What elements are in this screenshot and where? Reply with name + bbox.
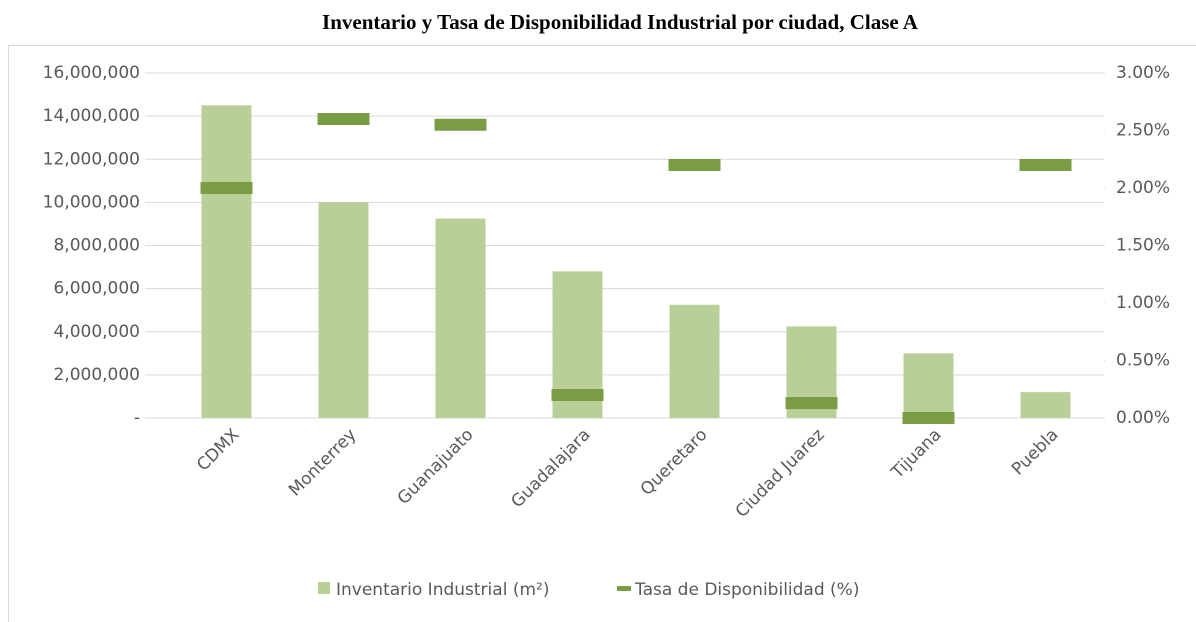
y2-tick-label: 1.00% (1116, 293, 1170, 313)
bar (201, 105, 252, 418)
bar (903, 353, 954, 418)
y2-tick-label: 0.50% (1116, 351, 1170, 371)
chart-title: Inventario y Tasa de Disponibilidad Indu… (322, 10, 919, 34)
marker (200, 182, 253, 194)
bar (435, 218, 486, 418)
marker (1019, 159, 1072, 171)
y2-tick-label: 0.00% (1116, 408, 1170, 428)
y-tick-label: 8,000,000 (53, 236, 140, 256)
bar (318, 202, 369, 418)
bar (1020, 392, 1071, 418)
y-tick-label: 10,000,000 (43, 192, 140, 212)
y-tick-label: 2,000,000 (53, 365, 140, 385)
legend-swatch (318, 582, 330, 594)
legend-label: Inventario Industrial (m²) (336, 580, 549, 600)
y-tick-label: 16,000,000 (43, 63, 140, 83)
marker (551, 389, 604, 401)
y-tick-label: 14,000,000 (43, 106, 140, 126)
marker (317, 113, 370, 125)
legend-swatch (617, 586, 631, 591)
marker (668, 159, 721, 171)
y-tick-label: 6,000,000 (53, 279, 140, 299)
y-tick-label: 4,000,000 (53, 322, 140, 342)
y2-tick-label: 2.50% (1116, 121, 1170, 141)
marker (434, 118, 487, 131)
y2-tick-label: 1.50% (1116, 236, 1170, 256)
marker (902, 412, 955, 424)
y-tick-label: 12,000,000 (43, 149, 140, 169)
y2-tick-label: 3.00% (1116, 63, 1170, 83)
marker (785, 397, 838, 410)
legend-label: Tasa de Disponibilidad (%) (634, 580, 859, 600)
y2-tick-label: 2.00% (1116, 178, 1170, 198)
bar (669, 304, 720, 418)
y-tick-label: - (134, 408, 140, 428)
